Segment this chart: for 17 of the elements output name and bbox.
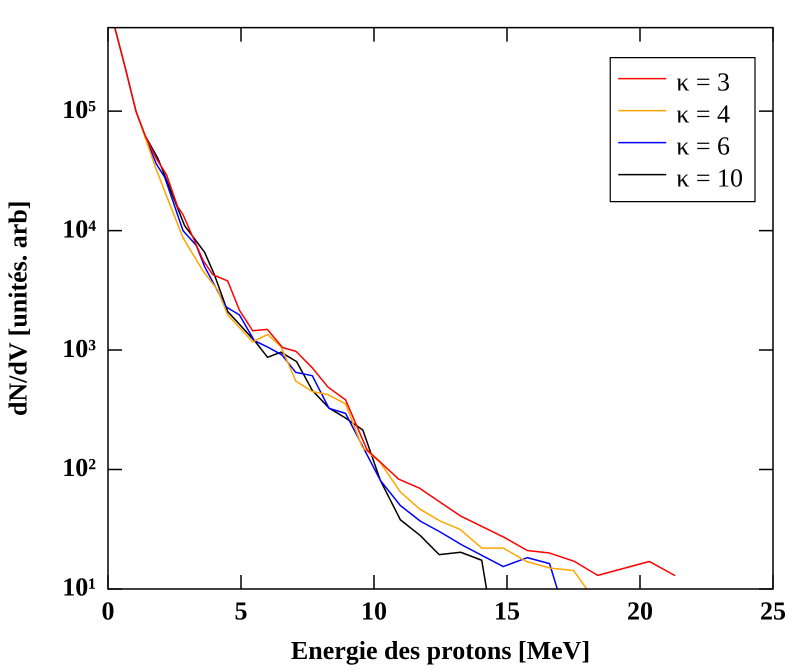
y-tick-label: 10⁴ bbox=[62, 214, 96, 244]
y-tick-label: 10⁵ bbox=[62, 94, 96, 124]
x-axis-title: Energie des protons [MeV] bbox=[290, 636, 590, 666]
x-tick-label: 15 bbox=[494, 596, 520, 626]
y-tick-label: 10¹ bbox=[62, 572, 96, 602]
x-tick-label: 10 bbox=[361, 596, 387, 626]
x-tick-label: 20 bbox=[627, 596, 653, 626]
legend-label: κ = 4 bbox=[676, 99, 730, 128]
y-tick-label: 10² bbox=[62, 453, 96, 482]
x-tick-label: 0 bbox=[102, 596, 114, 626]
y-tick-label: 10³ bbox=[62, 334, 96, 363]
x-tick-label: 5 bbox=[234, 596, 248, 626]
legend-label: κ = 6 bbox=[676, 131, 730, 160]
legend-label: κ = 10 bbox=[676, 163, 743, 192]
x-tick-label: 25 bbox=[760, 596, 786, 626]
y-axis-title: dN/dV [unités. arb] bbox=[3, 200, 32, 416]
legend-label: κ = 3 bbox=[676, 67, 730, 96]
